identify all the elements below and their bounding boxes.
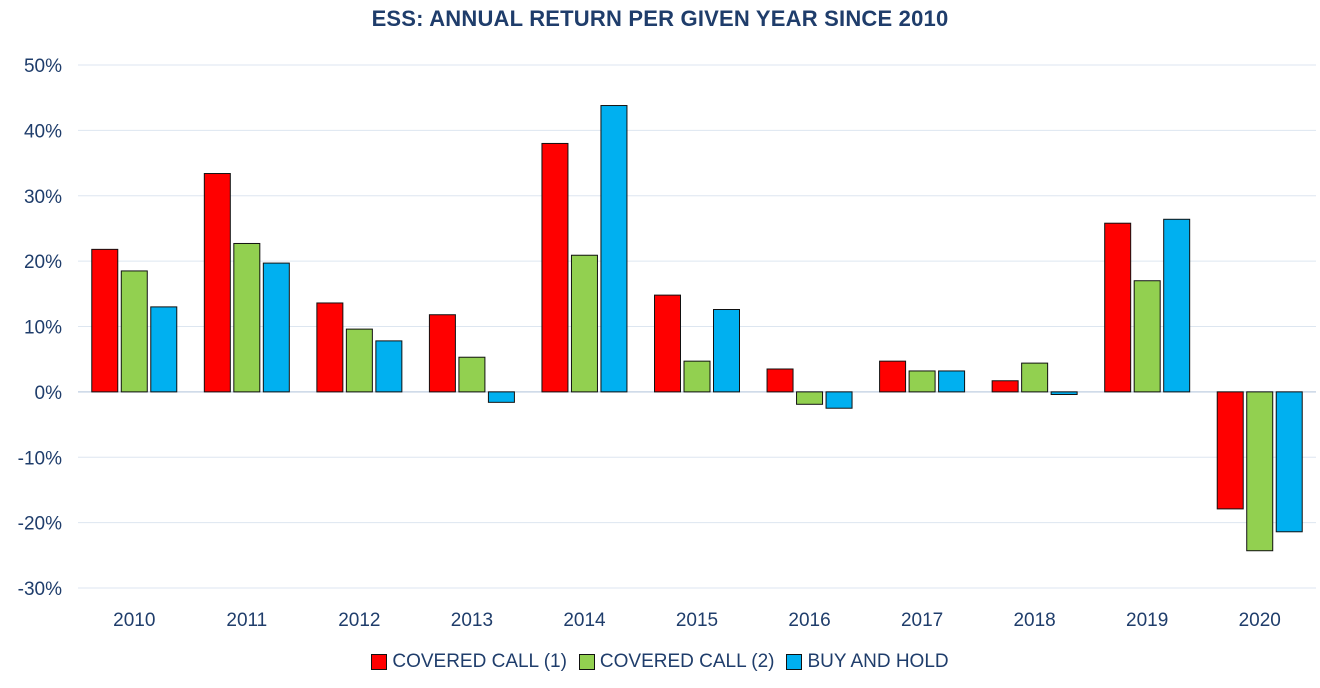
bar-buy-and-hold-2010: [150, 306, 178, 393]
bar-covered-call-1-2010: [91, 248, 119, 393]
x-tick-label: 2017: [901, 610, 943, 631]
bar-buy-and-hold-2018: [1050, 391, 1078, 395]
x-tick-label: 2014: [563, 610, 606, 631]
bar-buy-and-hold-2012: [375, 340, 403, 393]
bar-buy-and-hold-2014: [600, 105, 628, 393]
y-tick-label: 0%: [35, 383, 63, 404]
legend-swatch-covered-call-2: [578, 654, 595, 670]
bar-buy-and-hold-2017: [938, 370, 966, 393]
bar-covered-call-1-2014: [541, 142, 569, 393]
legend-label-covered-call-1: COVERED CALL (1): [392, 651, 567, 672]
x-tick-label: 2020: [1239, 610, 1281, 631]
bar-covered-call-2-2010: [120, 270, 148, 393]
legend-label-covered-call-2: COVERED CALL (2): [599, 651, 775, 672]
y-tick-label: 30%: [24, 187, 62, 208]
bar-covered-call-2-2020: [1246, 391, 1274, 552]
bar-covered-call-1-2011: [203, 173, 231, 393]
bar-covered-call-2-2017: [908, 370, 936, 393]
bar-covered-call-2-2019: [1133, 280, 1161, 393]
legend-label-buy-and-hold: BUY AND HOLD: [807, 651, 949, 672]
x-tick-label: 2012: [338, 610, 380, 631]
bar-buy-and-hold-2020: [1275, 391, 1303, 533]
bar-covered-call-2-2018: [1021, 362, 1049, 393]
x-tick-label: 2018: [1013, 610, 1055, 631]
x-tick-label: 2013: [451, 610, 493, 631]
bar-buy-and-hold-2015: [713, 309, 740, 393]
bar-covered-call-1-2019: [1104, 222, 1132, 393]
bar-covered-call-2-2013: [458, 356, 486, 393]
x-tick-label: 2019: [1126, 610, 1168, 631]
y-axis-ticks: 50% 40% 30% 20% 10% 0% -10% -20% -30%: [18, 56, 62, 600]
bar-covered-call-2-2016: [796, 391, 824, 405]
x-axis-ticks: 2010 2011 2012 2013 2014 2015 2016 2017 2018 2019…: [113, 610, 1281, 631]
y-tick-label: 10%: [24, 318, 62, 339]
bar-covered-call-1-2015: [654, 294, 681, 393]
bar-covered-call-2-2014: [570, 254, 598, 393]
y-tick-label: 20%: [24, 252, 62, 273]
x-tick-label: 2015: [676, 610, 718, 631]
legend-swatch-buy-and-hold: [786, 654, 803, 670]
x-tick-label: 2011: [226, 610, 267, 631]
legend: COVERED CALL (1) COVERED CALL (2) BUY AN…: [0, 651, 1320, 673]
x-tick-label: 2010: [113, 610, 155, 631]
y-tick-label: -10%: [18, 448, 62, 469]
bar-covered-call-1-2012: [316, 302, 344, 393]
y-tick-label: 40%: [24, 121, 62, 142]
x-tick-label: 2016: [788, 610, 830, 631]
bars: [91, 105, 1303, 552]
bar-covered-call-1-2020: [1216, 391, 1244, 510]
bar-buy-and-hold-2013: [487, 391, 515, 403]
legend-item-buy-and-hold: BUY AND HOLD: [786, 651, 949, 673]
y-tick-label: -20%: [18, 514, 62, 535]
bar-covered-call-1-2016: [766, 368, 794, 393]
bar-buy-and-hold-2019: [1163, 218, 1191, 393]
bar-covered-call-1-2017: [879, 360, 907, 393]
y-tick-label: -30%: [18, 579, 62, 600]
legend-item-covered-call-1: COVERED CALL (1): [371, 651, 567, 673]
chart-title: ESS: ANNUAL RETURN PER GIVEN YEAR SINCE …: [371, 6, 949, 31]
bar-buy-and-hold-2011: [262, 262, 290, 393]
y-tick-label: 50%: [24, 56, 62, 77]
bar-covered-call-2-2011: [233, 242, 261, 393]
bar-covered-call-1-2013: [428, 314, 456, 393]
legend-item-covered-call-2: COVERED CALL (2): [578, 651, 775, 673]
bar-covered-call-2-2012: [345, 328, 373, 393]
bar-covered-call-1-2018: [991, 380, 1019, 393]
bar-covered-call-2-2015: [683, 360, 711, 393]
bar-buy-and-hold-2016: [825, 391, 853, 409]
legend-swatch-covered-call-1: [371, 654, 388, 670]
